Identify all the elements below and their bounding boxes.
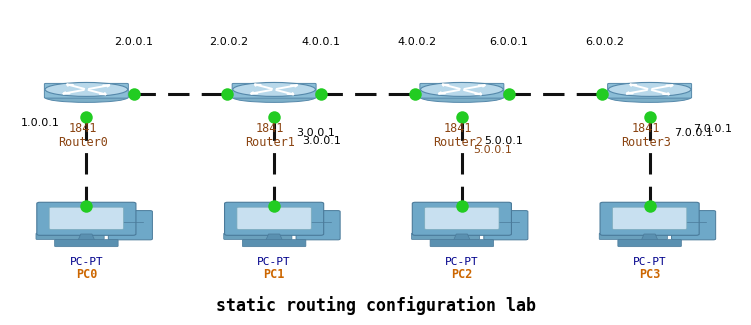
Text: PC3: PC3 [639, 268, 660, 281]
FancyBboxPatch shape [600, 202, 699, 235]
Text: PC-PT: PC-PT [445, 257, 478, 267]
Text: 6.0.0.2: 6.0.0.2 [585, 37, 624, 47]
Text: 4.0.0.2: 4.0.0.2 [397, 37, 436, 47]
Ellipse shape [45, 83, 128, 97]
FancyBboxPatch shape [44, 84, 128, 98]
Polygon shape [78, 234, 95, 240]
Text: 7.0.0.1: 7.0.0.1 [693, 124, 732, 134]
FancyBboxPatch shape [50, 207, 123, 229]
FancyBboxPatch shape [237, 207, 311, 229]
FancyBboxPatch shape [296, 211, 340, 240]
Text: Router2: Router2 [433, 136, 483, 149]
Text: 1.0.0.1: 1.0.0.1 [21, 119, 60, 128]
Polygon shape [641, 234, 658, 240]
Text: 5.0.0.1: 5.0.0.1 [484, 136, 523, 146]
FancyBboxPatch shape [225, 202, 324, 235]
Text: 1841: 1841 [632, 122, 660, 135]
Text: 6.0.0.1: 6.0.0.1 [490, 37, 529, 47]
Text: 3.0.0.1: 3.0.0.1 [303, 136, 342, 146]
FancyBboxPatch shape [618, 240, 681, 247]
Ellipse shape [608, 83, 691, 97]
FancyBboxPatch shape [412, 202, 511, 235]
FancyBboxPatch shape [430, 240, 493, 247]
FancyBboxPatch shape [36, 233, 104, 240]
Polygon shape [454, 234, 470, 240]
Text: PC-PT: PC-PT [70, 257, 103, 267]
Polygon shape [266, 234, 282, 240]
Ellipse shape [608, 93, 691, 102]
Text: 2.0.0.2: 2.0.0.2 [210, 37, 249, 47]
Text: 1841: 1841 [68, 122, 97, 135]
Ellipse shape [421, 83, 503, 97]
Ellipse shape [421, 93, 503, 102]
FancyBboxPatch shape [55, 240, 118, 247]
Ellipse shape [233, 83, 315, 97]
Text: PC-PT: PC-PT [633, 257, 666, 267]
Text: 2.0.0.1: 2.0.0.1 [114, 37, 153, 47]
FancyBboxPatch shape [425, 207, 499, 229]
FancyBboxPatch shape [108, 211, 152, 240]
Text: 4.0.0.1: 4.0.0.1 [302, 37, 341, 47]
Text: static routing configuration lab: static routing configuration lab [216, 296, 535, 315]
Text: 5.0.0.1: 5.0.0.1 [473, 145, 512, 155]
FancyBboxPatch shape [243, 240, 306, 247]
Text: 7.0.0.1: 7.0.0.1 [674, 128, 713, 138]
FancyBboxPatch shape [37, 202, 136, 235]
Text: 1841: 1841 [256, 122, 285, 135]
FancyBboxPatch shape [484, 211, 528, 240]
FancyBboxPatch shape [420, 84, 504, 98]
Text: PC0: PC0 [76, 268, 97, 281]
Text: PC2: PC2 [451, 268, 472, 281]
FancyBboxPatch shape [599, 233, 668, 240]
Text: PC1: PC1 [264, 268, 285, 281]
Ellipse shape [233, 93, 315, 102]
FancyBboxPatch shape [232, 84, 316, 98]
Ellipse shape [45, 93, 128, 102]
FancyBboxPatch shape [671, 211, 716, 240]
Text: Router3: Router3 [621, 136, 671, 149]
Text: PC-PT: PC-PT [258, 257, 291, 267]
Text: 1841: 1841 [444, 122, 472, 135]
Text: 3.0.0.1: 3.0.0.1 [297, 128, 336, 138]
Text: Router1: Router1 [246, 136, 295, 149]
FancyBboxPatch shape [224, 233, 292, 240]
Text: Router0: Router0 [58, 136, 107, 149]
FancyBboxPatch shape [412, 233, 480, 240]
FancyBboxPatch shape [608, 84, 692, 98]
FancyBboxPatch shape [613, 207, 686, 229]
